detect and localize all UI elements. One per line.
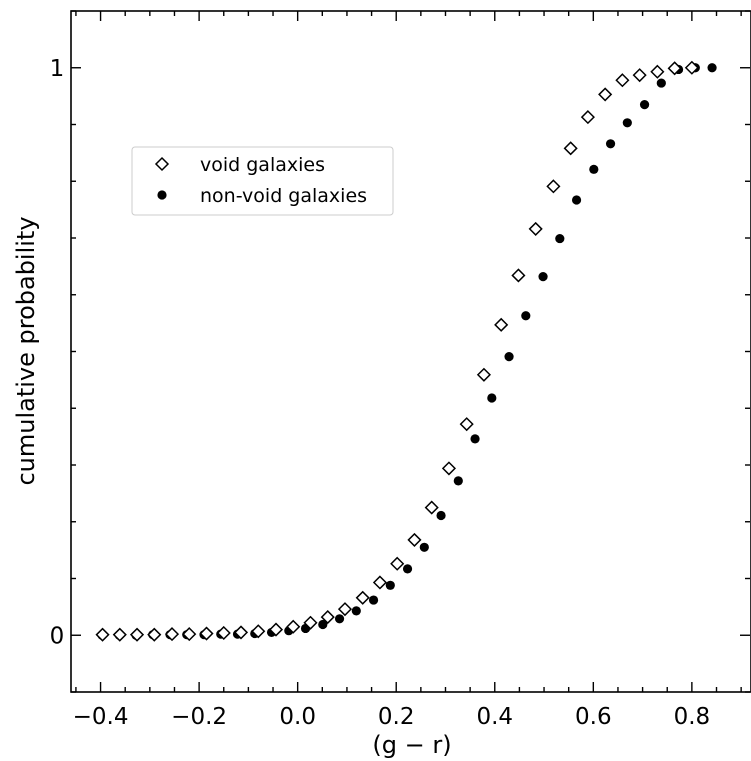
y-axis-ticks: 01	[50, 10, 750, 693]
void-point	[650, 64, 665, 79]
void-point	[337, 602, 353, 617]
non-void-point	[419, 542, 429, 552]
void-point	[199, 626, 214, 641]
void-point	[441, 461, 457, 476]
legend-label-void: void galaxies	[200, 154, 325, 176]
void-point	[286, 619, 301, 634]
non-void-point	[639, 100, 650, 110]
void-point	[355, 590, 370, 605]
non-void-point	[707, 63, 717, 73]
void-point	[511, 268, 526, 283]
non-void-point	[385, 580, 395, 590]
void-point	[580, 110, 595, 125]
x-tick-label: 0.0	[279, 704, 316, 730]
non-void-point	[351, 606, 361, 616]
non-void-point	[521, 311, 531, 321]
non-void-point	[470, 434, 480, 444]
y-tick-label: 0	[50, 623, 65, 649]
non-void-point	[318, 619, 328, 630]
void-point	[407, 532, 422, 547]
non-void-point	[453, 476, 463, 486]
non-void-point	[605, 139, 616, 149]
void-point	[598, 87, 613, 102]
void-point	[563, 141, 578, 156]
non-void-point	[571, 195, 582, 205]
void-point	[684, 60, 699, 75]
non-void-point	[487, 393, 497, 403]
legend-box	[131, 146, 394, 216]
void-point	[615, 73, 630, 88]
void-point	[164, 627, 180, 642]
void-point	[182, 627, 197, 642]
y-axis-label: cumulative probability	[12, 216, 40, 485]
legend-marker-non-void	[157, 190, 167, 200]
void-point	[268, 622, 284, 637]
void-point	[303, 615, 318, 630]
x-axis-ticks: −0.4 −0.2 0.0 0.2 0.4 0.6 0.8	[73, 11, 742, 730]
void-point	[528, 221, 543, 236]
void-point	[320, 610, 335, 625]
void-point	[251, 624, 266, 639]
void-point	[424, 500, 439, 515]
void-point	[494, 317, 509, 332]
x-tick-label: −0.2	[171, 704, 227, 730]
non-void-point	[538, 271, 548, 282]
non-void-point	[368, 595, 379, 605]
non-void-point	[504, 352, 514, 362]
non-void-point	[436, 510, 446, 521]
void-point	[233, 625, 249, 640]
void-point	[216, 625, 231, 641]
legend-diamond-icon	[154, 156, 170, 172]
legend-marker-void	[154, 156, 170, 172]
non-void-point	[402, 564, 413, 574]
legend-circle-icon	[157, 190, 167, 200]
void-point	[372, 575, 388, 590]
legend-label-non-void: non-void galaxies	[200, 185, 367, 207]
x-tick-label: 0.2	[378, 704, 415, 730]
x-axis-label: (g − r)	[372, 731, 451, 759]
void-point	[129, 627, 145, 642]
void-point	[459, 417, 474, 432]
y-tick-label: 1	[50, 56, 65, 82]
void-point	[546, 179, 561, 194]
non-void-point	[334, 614, 345, 624]
void-point	[95, 627, 110, 642]
void-point	[667, 61, 682, 76]
x-tick-label: 0.4	[476, 704, 513, 730]
void-point	[476, 367, 491, 382]
non-void-point	[555, 233, 565, 244]
non-void-point	[589, 164, 599, 174]
plot-frame	[70, 10, 751, 693]
void-point	[390, 556, 405, 571]
non-void-point	[656, 78, 666, 88]
void-point	[147, 627, 162, 642]
non-void-point	[622, 118, 632, 128]
x-tick-label: 0.8	[674, 704, 711, 730]
legend: void galaxies non-void galaxies	[131, 146, 394, 216]
void-point	[112, 627, 127, 642]
void-point	[632, 68, 647, 83]
x-tick-label: −0.4	[73, 704, 129, 730]
x-tick-label: 0.6	[575, 704, 612, 730]
data-points	[95, 60, 717, 642]
